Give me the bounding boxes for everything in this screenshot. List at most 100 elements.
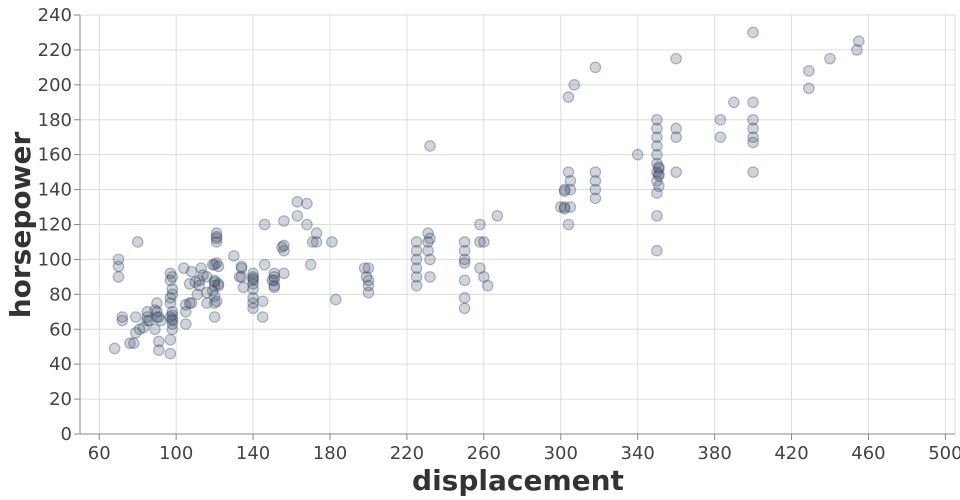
scatter-point	[256, 295, 269, 308]
scatter-point	[304, 258, 317, 271]
scatter-point	[133, 323, 146, 336]
scatter-point	[189, 276, 202, 288]
scatter-point	[268, 267, 281, 280]
scatter-point	[558, 185, 571, 198]
scatter-point	[210, 257, 223, 269]
scatter-point	[653, 180, 665, 192]
scatter-point	[362, 279, 375, 292]
scatter-point	[185, 297, 198, 309]
scatter-point	[247, 271, 259, 283]
y-tick-label: 140	[38, 180, 72, 201]
scatter-point	[195, 262, 207, 274]
scatter-point	[112, 253, 125, 266]
scatter-point	[360, 271, 373, 283]
scatter-point	[851, 44, 863, 56]
scatter-point	[247, 292, 259, 304]
scatter-point	[410, 262, 423, 274]
scatter-point	[166, 305, 179, 318]
y-tick-label: 100	[38, 249, 72, 270]
x-tick-label: 140	[236, 443, 270, 464]
scatter-point	[116, 311, 129, 323]
scatter-point	[589, 192, 602, 205]
scatter-point	[210, 227, 223, 240]
scatter-point	[474, 262, 486, 274]
scatter-point	[424, 253, 436, 266]
scatter-point	[191, 288, 204, 301]
scatter-point	[301, 218, 313, 231]
scatter-point	[143, 314, 156, 327]
scatter-point	[151, 297, 163, 309]
scatter-point	[141, 305, 154, 318]
scatter-point	[201, 286, 213, 299]
scatter-point	[124, 337, 136, 350]
axes	[74, 14, 955, 440]
scatter-point	[179, 305, 192, 318]
tick-labels: 60 100 140 180 220 260 300 340 380 420 460 500 0 20 40…	[38, 5, 960, 464]
scatter-point	[491, 209, 504, 222]
scatter-point	[258, 258, 271, 271]
scatter-point	[235, 262, 248, 274]
scatter-point	[141, 311, 154, 323]
scatter-point	[803, 82, 815, 95]
scatter-point	[178, 262, 190, 274]
scatter-point	[670, 131, 682, 144]
scatter-point	[154, 314, 167, 327]
scatter-point	[326, 236, 338, 248]
scatter-point	[208, 311, 221, 323]
scatter-point	[193, 274, 206, 287]
data-points	[108, 26, 865, 360]
scatter-point	[458, 292, 471, 304]
scatter-point	[166, 309, 179, 322]
scatter-point	[247, 267, 259, 280]
scatter-point	[185, 265, 198, 278]
scatter-point	[166, 318, 179, 330]
scatter-point	[247, 283, 259, 295]
scatter-point	[329, 293, 342, 306]
scatter-point	[653, 161, 665, 173]
scatter-point	[478, 236, 490, 248]
scatter-point	[631, 148, 644, 161]
scatter-point	[131, 236, 144, 248]
scatter-point	[235, 271, 248, 283]
scatter-point	[268, 281, 281, 294]
y-tick-label: 180	[38, 110, 72, 131]
scatter-point	[208, 279, 221, 292]
scatter-point	[306, 236, 319, 248]
scatter-point	[149, 304, 161, 316]
scatter-point	[208, 274, 221, 287]
scatter-point	[564, 175, 577, 187]
scatter-point	[653, 168, 665, 180]
scatter-point	[362, 262, 375, 274]
scatter-point	[212, 278, 225, 290]
scatter-point	[266, 274, 279, 287]
scatter-point	[651, 148, 663, 161]
scatter-point	[589, 166, 602, 178]
scatter-point	[206, 285, 219, 297]
scatter-point	[651, 166, 663, 178]
scatter-point	[558, 183, 571, 196]
scatter-point	[141, 314, 154, 327]
scatter-point	[458, 253, 471, 266]
scatter-point	[803, 65, 815, 77]
scatter-point	[651, 113, 663, 126]
scatter-point	[728, 96, 740, 109]
scatter-point	[558, 202, 571, 215]
scatter-point	[362, 274, 375, 287]
scatter-point	[129, 326, 142, 339]
scatter-point	[651, 140, 663, 152]
scatter-point	[474, 218, 486, 231]
x-tick-label: 260	[467, 443, 501, 464]
scatter-point	[164, 333, 177, 346]
scatter-point	[478, 271, 490, 283]
y-tick-label: 0	[61, 424, 72, 445]
scatter-point	[589, 183, 602, 196]
scatter-point	[247, 274, 259, 287]
scatter-point	[128, 337, 140, 350]
scatter-point	[474, 236, 486, 248]
x-tick-label: 460	[851, 443, 885, 464]
scatter-point	[228, 250, 240, 262]
scatter-point	[276, 241, 288, 253]
scatter-point	[129, 311, 142, 323]
scatter-point	[651, 131, 663, 144]
